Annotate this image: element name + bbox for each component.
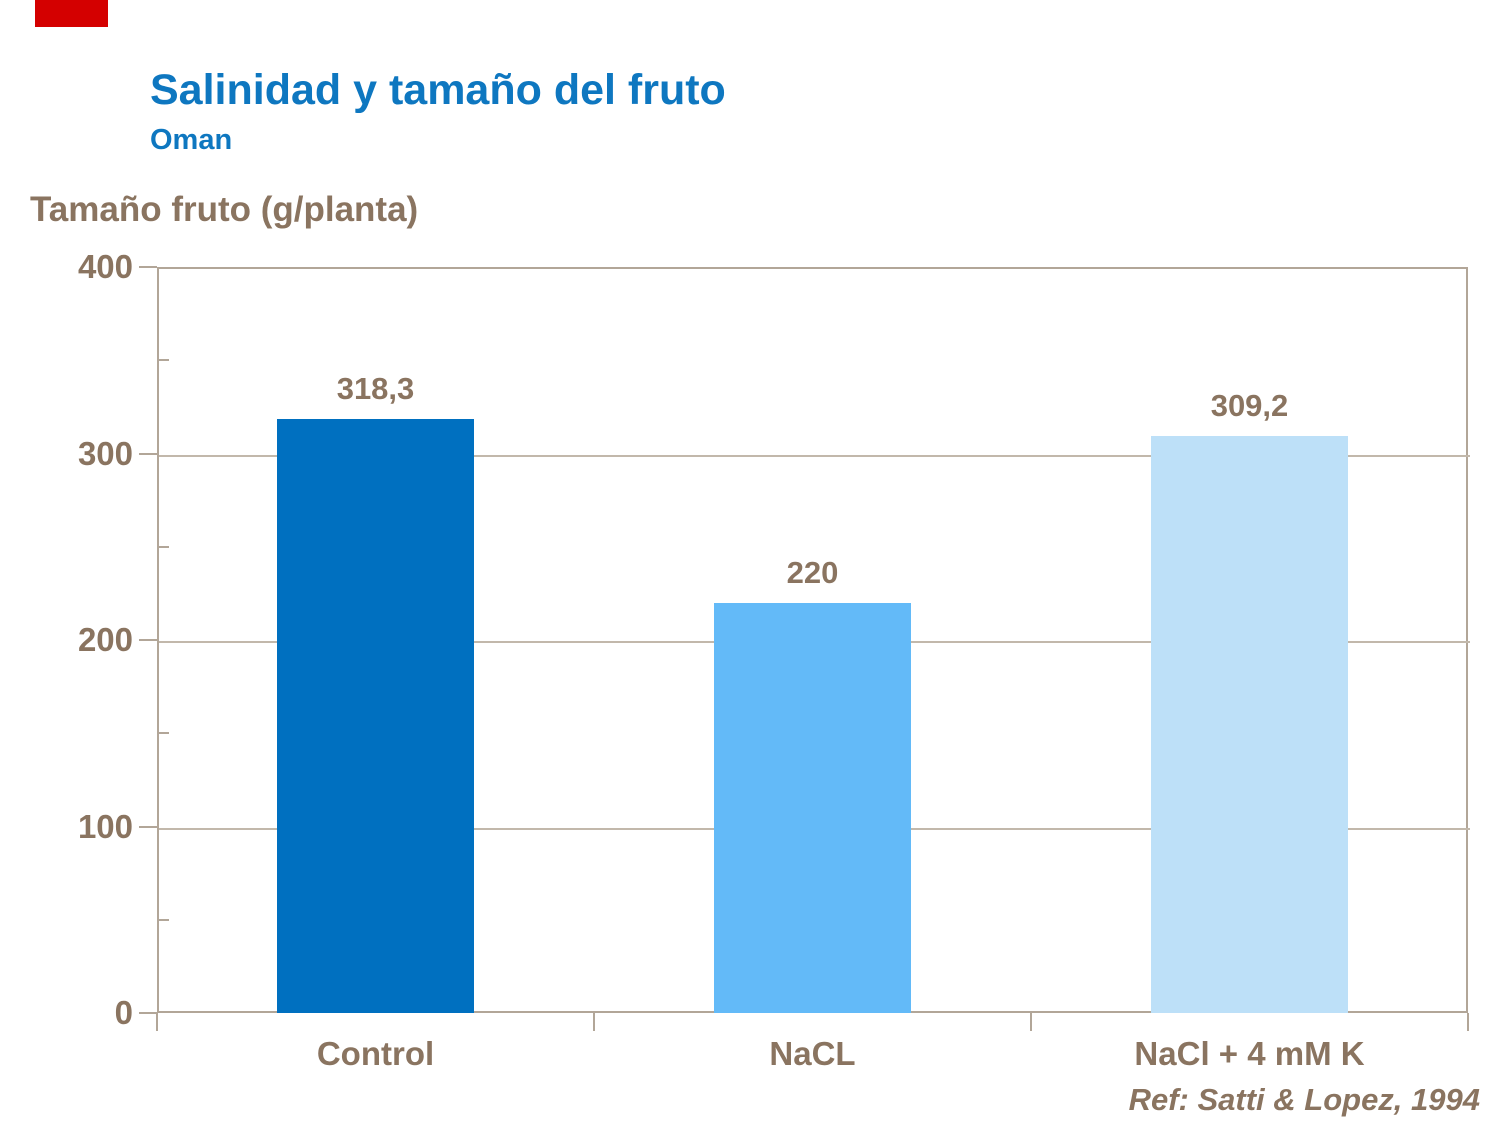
y-tick-label: 400: [77, 248, 133, 285]
y-major-tick: [139, 452, 157, 455]
y-axis-title: Tamaño fruto (g/planta): [30, 190, 419, 229]
y-gridline: [159, 454, 1470, 457]
y-tick-label: 300: [77, 434, 133, 472]
bar-value-label: 220: [786, 554, 839, 590]
y-tick-label: 100: [77, 807, 133, 845]
x-category-label: Control: [316, 1035, 435, 1072]
x-boundary-tick: [156, 1013, 158, 1031]
bar-control: [277, 419, 474, 1013]
bar-nacl-4-mm-k: [1151, 436, 1348, 1013]
x-boundary-tick: [593, 1013, 595, 1031]
x-boundary-tick: [1467, 1013, 1469, 1031]
page-title: Salinidad y tamaño del fruto: [150, 66, 726, 114]
y-tick-label: 200: [77, 621, 133, 658]
y-major-tick: [139, 639, 157, 641]
x-category-label: NaCL: [769, 1035, 856, 1072]
y-minor-tick: [157, 918, 169, 921]
y-major-tick: [139, 825, 157, 828]
bar-nacl: [714, 602, 911, 1013]
x-boundary-tick: [1030, 1013, 1032, 1031]
y-major-tick: [139, 266, 157, 268]
red-corner-mark: [35, 0, 108, 27]
x-category-label: NaCl + 4 mM K: [1134, 1035, 1365, 1072]
bar-value-label: 309,2: [1210, 388, 1289, 424]
page-subtitle: Oman: [150, 124, 233, 156]
y-tick-label: 0: [114, 994, 133, 1031]
y-minor-tick: [157, 545, 169, 548]
bar-value-label: 318,3: [336, 371, 415, 407]
y-minor-tick: [157, 359, 169, 362]
reference-text: Ref: Satti & Lopez, 1994: [1128, 1082, 1480, 1117]
y-major-tick: [139, 1012, 157, 1014]
y-minor-tick: [157, 732, 169, 735]
